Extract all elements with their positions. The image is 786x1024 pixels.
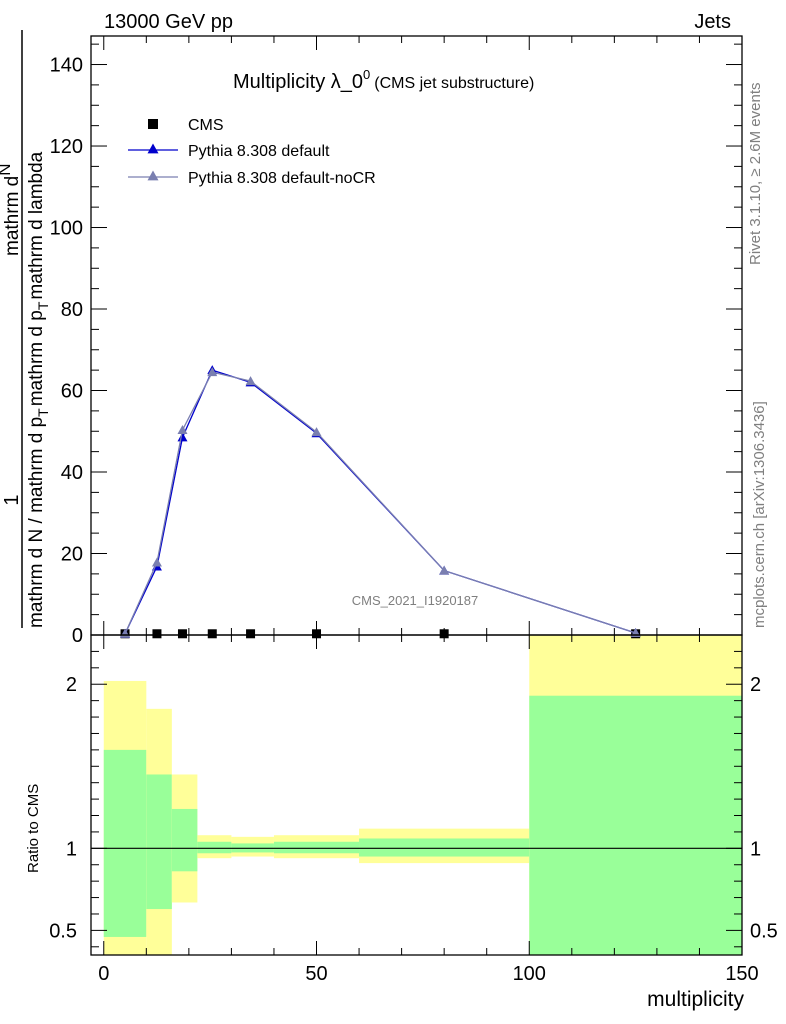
y-tick-label-0: 0	[72, 625, 83, 647]
title-sub: (CMS jet substructure)	[374, 75, 534, 92]
series-1-point-2	[177, 432, 188, 442]
legend-marker-0	[148, 119, 158, 129]
ticks: 0 50 100 150 0 20 40 60 80 100 120 140 0.5 0.5 1 1 2 2	[49, 36, 778, 985]
legend-label-1: Pythia 8.308 default	[188, 143, 330, 160]
mcplots-label: mcplots.cern.ch [arXiv:1306.3436]	[751, 401, 768, 628]
y-tick-label-120: 120	[50, 136, 83, 158]
main-series	[120, 365, 641, 639]
series-2-point-4	[245, 376, 256, 386]
frames	[90, 35, 743, 956]
ratio-y-tick-label-2: 2	[66, 674, 77, 696]
ratio-y-tick-label-right-0.5: 0.5	[750, 920, 778, 942]
ratio-band-green-0	[103, 749, 147, 937]
series-line-2	[124, 371, 636, 635]
series-2-point-3	[207, 367, 218, 377]
legend-item-0: CMS	[148, 117, 224, 134]
legend: CMS Pythia 8.308 default Pythia 8.308 defa…	[128, 117, 376, 187]
legend-item-1: Pythia 8.308 default	[128, 143, 330, 160]
plot-title: Multiplicity λ_00 (CMS jet substructure)	[233, 67, 534, 93]
ratio-y-tick-label-0.5: 0.5	[49, 920, 77, 942]
y-tick-label-40: 40	[61, 462, 83, 484]
main-ylabel: 1 mathrm d N / mathrm d pTmathrm d pTmat…	[0, 30, 51, 628]
legend-item-2: Pythia 8.308 default-noCR	[128, 170, 376, 187]
series-2-point-6	[439, 565, 450, 575]
ratio-band-green-1	[146, 774, 172, 910]
ratio-band-green-7	[529, 695, 742, 955]
header-right: Jets	[694, 11, 731, 33]
title-sup: 0	[363, 67, 370, 82]
ylabel-frac-num: mathrm dN	[0, 163, 23, 256]
legend-label-0: CMS	[188, 117, 224, 134]
title-main: Multiplicity λ_0	[233, 71, 363, 93]
ratio-bands	[91, 635, 742, 955]
legend-label-2: Pythia 8.308 default-noCR	[188, 170, 376, 187]
ratio-band-green-2	[171, 808, 198, 872]
ylabel-denominator-1: mathrm d N / mathrm d pTmathrm d pTmathr…	[26, 151, 51, 628]
analysis-watermark: CMS_2021_I1920187	[352, 593, 479, 608]
y-tick-label-80: 80	[61, 299, 83, 321]
cms-point-4	[246, 629, 256, 639]
x-tick-label-50: 50	[305, 963, 327, 985]
cms-point-3	[207, 629, 217, 639]
y-tick-label-100: 100	[50, 218, 83, 240]
legend-marker-2	[147, 170, 159, 181]
ratio-y-tick-label-right-1: 1	[750, 838, 761, 860]
ratio-y-tick-label-right-2: 2	[750, 674, 761, 696]
ylabel-numerator: 1	[1, 494, 23, 505]
svg-text:Multiplicity λ_00(CMS jet subs: Multiplicity λ_00 (CMS jet substructure)	[233, 67, 534, 93]
x-axis-label: multiplicity	[647, 988, 744, 1011]
y-tick-label-20: 20	[61, 544, 83, 566]
x-tick-label-0: 0	[98, 963, 109, 985]
y-tick-label-140: 140	[50, 55, 83, 77]
series-2	[120, 367, 641, 638]
ratio-ylabel: Ratio to CMS	[25, 784, 42, 873]
x-tick-label-100: 100	[513, 963, 546, 985]
header-left: 13000 GeV pp	[104, 11, 233, 33]
ratio-y-tick-label-1: 1	[66, 838, 77, 860]
series-2-point-1	[151, 557, 162, 567]
legend-marker-1	[147, 143, 159, 154]
series-2-point-5	[311, 427, 322, 437]
x-tick-label-150: 150	[725, 963, 758, 985]
ratio-band-green-5	[273, 841, 360, 854]
y-tick-label-60: 60	[61, 381, 83, 403]
ratio-band-green-3	[197, 841, 232, 854]
rivet-label: Rivet 3.1.10, ≥ 2.6M events	[747, 83, 764, 266]
cms-point-2	[177, 629, 187, 639]
series-2-point-2	[177, 425, 188, 435]
ratio-band-green-6	[359, 838, 530, 857]
cms-point-1	[152, 629, 162, 639]
ratio-frame	[90, 634, 743, 956]
